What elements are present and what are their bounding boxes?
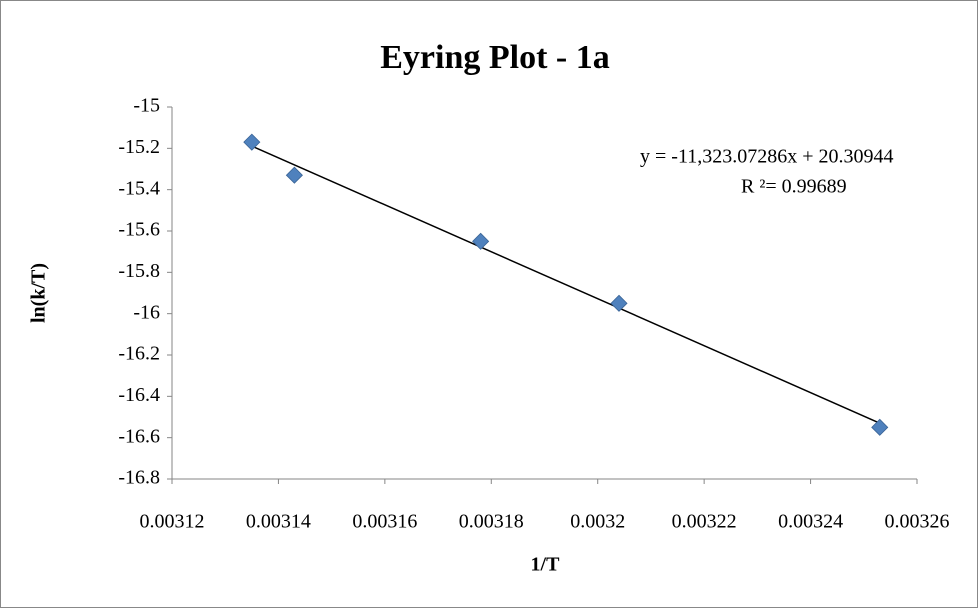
- x-tick-label: 0.00322: [672, 511, 737, 533]
- x-tick-label: 0.00324: [778, 511, 843, 533]
- x-axis-title: 1/T: [531, 554, 561, 576]
- y-tick-label: -16.4: [118, 384, 160, 406]
- data-point: [243, 133, 261, 151]
- y-tick-label: -15.8: [118, 260, 160, 282]
- x-tick-label: 0.00312: [140, 511, 205, 533]
- data-point: [610, 294, 628, 312]
- trendline-r-squared: R ²= 0.99689: [741, 176, 847, 198]
- x-tick-label: 0.0032: [570, 511, 625, 533]
- y-tick-label: -16.6: [118, 425, 160, 447]
- trendline: [251, 145, 881, 424]
- data-point: [472, 232, 490, 250]
- x-tick-label: 0.00316: [352, 511, 417, 533]
- y-tick-label: -16.8: [118, 467, 160, 489]
- x-tick-label: 0.00314: [246, 511, 311, 533]
- y-tick-label: -15.6: [118, 219, 160, 241]
- y-tick-label: -16.2: [118, 343, 160, 365]
- trendline-equation: y = -11,323.07286x + 20.30944: [640, 146, 893, 168]
- y-axis-title: ln(k/T): [28, 263, 50, 323]
- y-tick-label: -15: [133, 95, 160, 117]
- x-tick-label: 0.00318: [459, 511, 524, 533]
- x-tick-label: 0.00326: [885, 511, 950, 533]
- y-tick-label: -15.2: [118, 136, 160, 158]
- y-tick-label: -15.4: [118, 177, 160, 199]
- data-point: [285, 166, 303, 184]
- data-point: [871, 418, 889, 436]
- y-tick-label: -16: [133, 301, 160, 323]
- chart-title: Eyring Plot - 1a: [380, 39, 609, 76]
